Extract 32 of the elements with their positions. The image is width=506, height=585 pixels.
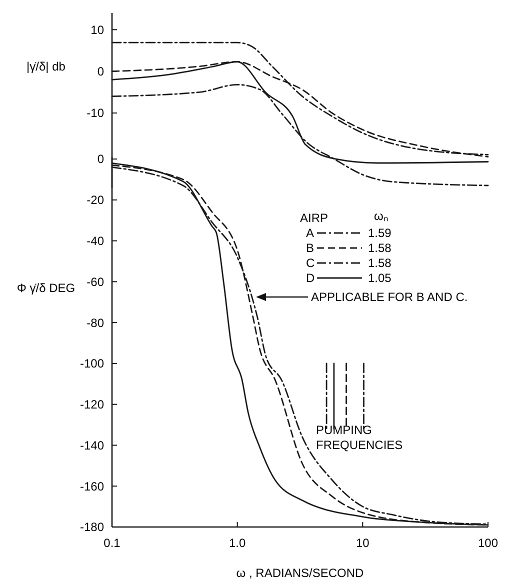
- annotation: 1.58: [368, 241, 392, 255]
- y-axis-title: |γ̇/δ| db: [26, 60, 66, 74]
- annotation: ωₙ: [374, 209, 388, 223]
- y-tick-label: -140: [80, 438, 104, 452]
- x-tick-label: 100: [478, 536, 498, 550]
- y-tick-label: -100: [80, 356, 104, 371]
- y-tick-label: -160: [80, 479, 104, 494]
- y-axis-title: Φ γ̇/δ DEG: [16, 281, 76, 295]
- x-tick-label: 1.0: [228, 536, 246, 550]
- x-axis-title: ω , RADIANS/SECOND: [236, 566, 364, 580]
- annotation: 1.59: [368, 226, 392, 240]
- y-tick-label: 0: [97, 152, 104, 166]
- annotation: PUMPING FREQUENCIES: [316, 423, 403, 452]
- y-tick-label: 0: [97, 64, 104, 79]
- annotation: 1.05: [368, 271, 392, 285]
- annotation: APPLICABLE FOR B AND C.: [311, 290, 468, 304]
- x-tick-label: 10: [356, 536, 370, 550]
- y-tick-label: -60: [86, 274, 104, 289]
- legend-label: C: [306, 256, 315, 270]
- y-tick-label: -80: [86, 316, 104, 330]
- y-tick-label: -180: [80, 520, 104, 534]
- annotation: 1.58: [368, 256, 392, 270]
- y-tick-label: -120: [80, 398, 104, 412]
- y-tick-label: -40: [86, 234, 104, 248]
- y-tick-label: 10: [90, 22, 104, 37]
- x-tick-label: 0.1: [104, 536, 121, 550]
- y-tick-label: -10: [86, 106, 104, 120]
- legend-title: AIRP: [300, 211, 328, 225]
- legend-label: D: [306, 271, 315, 285]
- y-tick-label: -20: [86, 193, 104, 208]
- legend-label: B: [306, 241, 314, 255]
- legend-label: A: [306, 226, 314, 240]
